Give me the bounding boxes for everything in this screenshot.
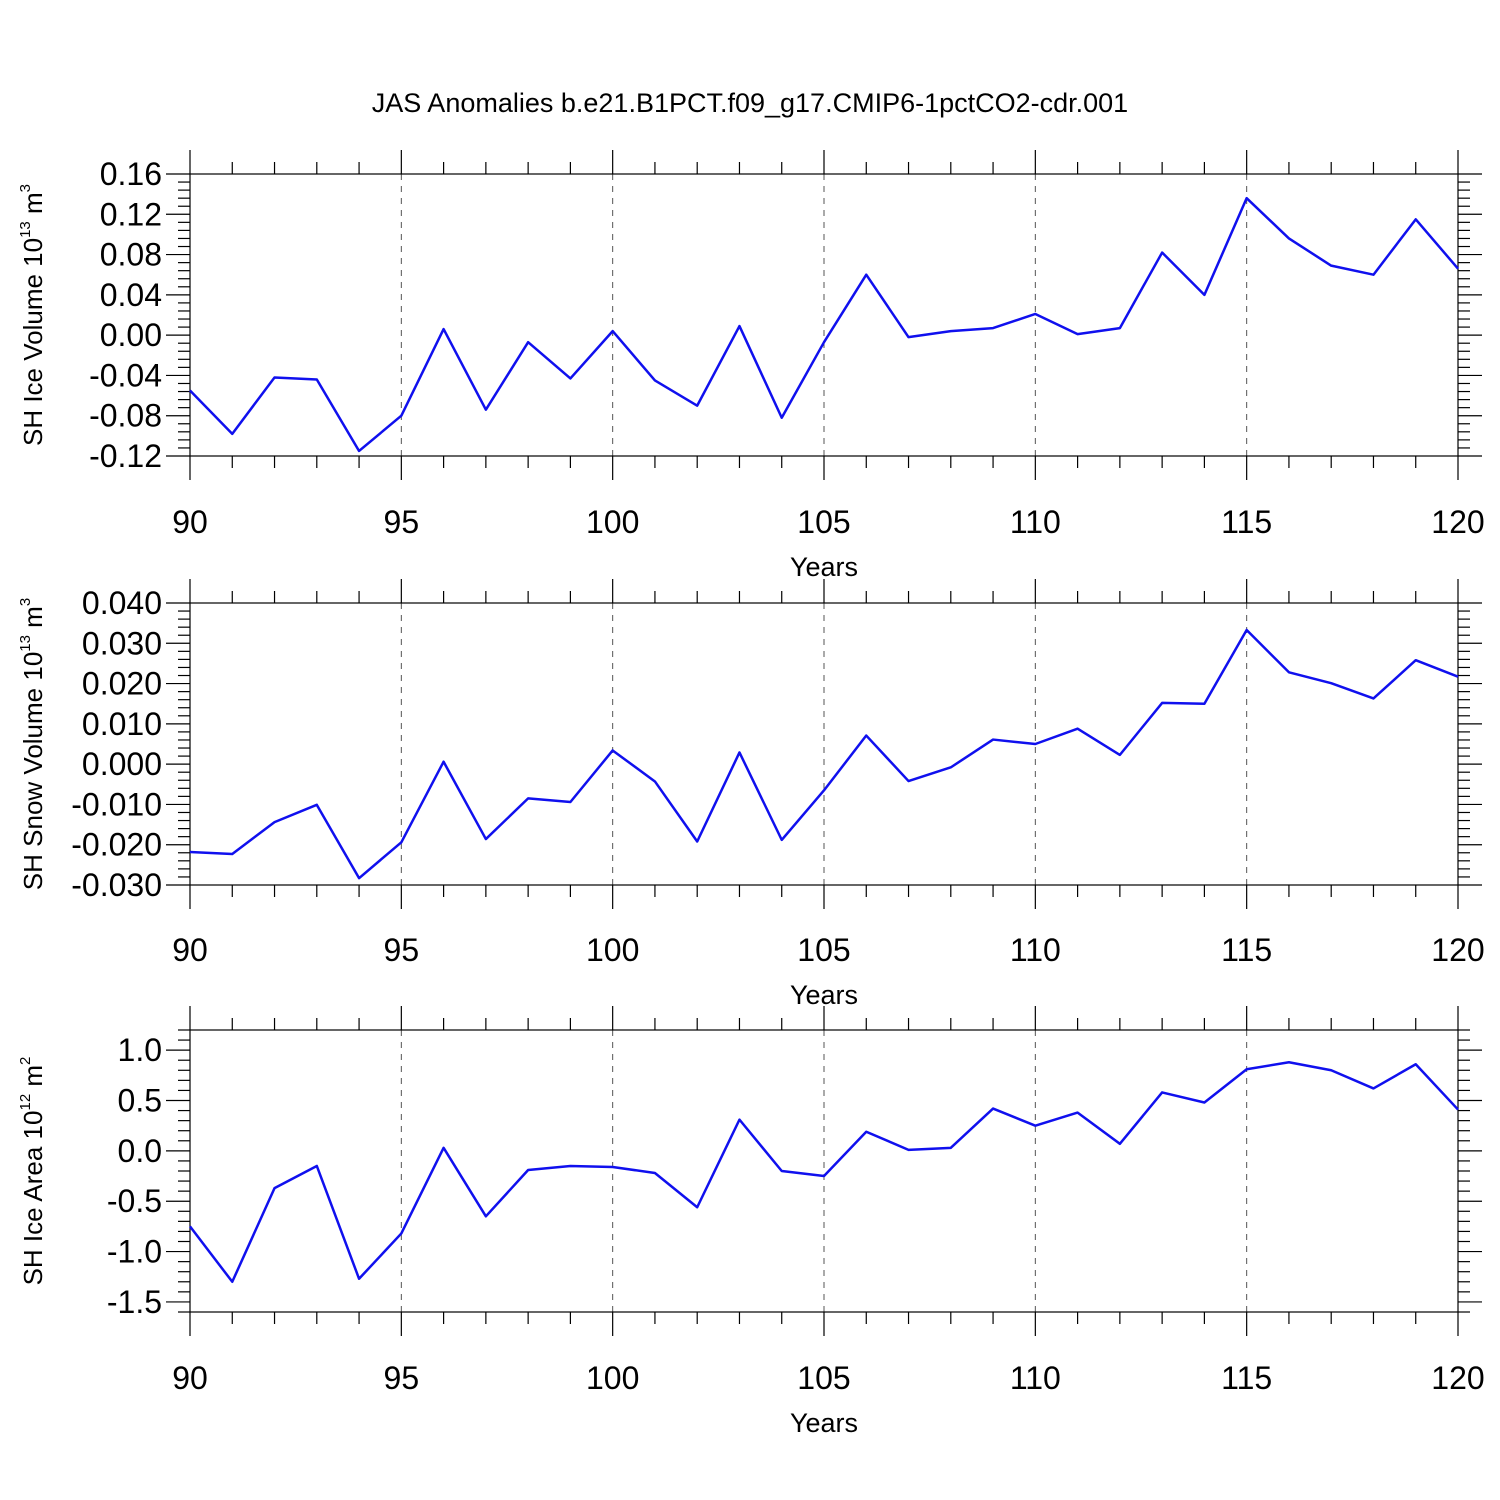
y-tick-label: -0.030 [71, 867, 162, 903]
x-tick-label: 110 [1010, 1360, 1061, 1396]
y-tick-label: 0.0 [118, 1133, 162, 1169]
y-tick-label: 0.08 [100, 237, 162, 273]
x-tick-label: 100 [586, 504, 639, 540]
y-axis-title-mid: m [18, 192, 48, 221]
x-tick-label: 90 [172, 932, 208, 968]
y-tick-label: 0.04 [100, 277, 162, 313]
y-tick-label: -0.04 [89, 357, 162, 393]
y-axis-title-sup1: 13 [17, 635, 34, 652]
x-axis-title: Years [790, 552, 858, 582]
x-axis-title: Years [790, 1408, 858, 1438]
y-axis-title-mid: m [18, 606, 48, 635]
x-tick-label: 100 [586, 1360, 639, 1396]
y-tick-label: 0.000 [82, 746, 162, 782]
series-line [189, 1060, 1459, 1284]
y-tick-label: 0.16 [100, 156, 162, 192]
x-tick-label: 115 [1221, 504, 1272, 540]
y-tick-label: -1.5 [107, 1284, 162, 1320]
y-axis-title-sup1: 12 [17, 1094, 34, 1111]
series-line [189, 196, 1459, 453]
panel-2: 90 95 100 105 110 115 120 Years 0.040 0.030 0.020 0… [17, 579, 1485, 1010]
y-axis-title-main: SH Ice Area 10 [18, 1111, 48, 1286]
y-axis-title-main: SH Ice Volume 10 [18, 238, 48, 446]
x-tick-label: 95 [384, 1360, 420, 1396]
y-axis-title-sup2: 3 [17, 598, 34, 606]
y-tick-label: -0.010 [71, 786, 162, 822]
panel-3: 90 95 100 105 110 115 120 Years 1.0 0.5 0.0 -0.5 -1.… [17, 1006, 1485, 1438]
plot-frame [189, 602, 1459, 886]
x-tick-label: 95 [384, 932, 420, 968]
y-tick-label: -1.0 [107, 1234, 162, 1270]
y-tick-label: -0.08 [89, 398, 162, 434]
y-tick-label: -0.5 [107, 1183, 162, 1219]
y-axis-title: SH Snow Volume 1013 m3 [17, 598, 48, 890]
y-tick-label: 0.020 [82, 666, 162, 702]
x-tick-label: 90 [172, 504, 208, 540]
y-axis-title-sup1: 13 [17, 221, 34, 238]
x-tick-label: 120 [1431, 504, 1484, 540]
panel-1: 90 95 100 105 110 115 120 Years 0.16 0.12 0.08 0.04… [17, 150, 1485, 582]
x-tick-label: 115 [1221, 932, 1272, 968]
y-tick-label: 0.040 [82, 585, 162, 621]
x-tick-label: 115 [1221, 1360, 1272, 1396]
y-axis-title-main: SH Snow Volume 10 [18, 652, 48, 890]
y-axis-title-sup2: 2 [17, 1057, 34, 1065]
x-axis-title: Years [790, 980, 858, 1010]
y-tick-label: 0.00 [100, 317, 162, 353]
y-tick-label: 0.12 [100, 196, 162, 232]
plot-frame [189, 173, 1459, 457]
x-tick-label: 105 [797, 504, 850, 540]
y-tick-label: -0.020 [71, 827, 162, 863]
y-tick-label: 0.5 [118, 1083, 162, 1119]
x-tick-label: 110 [1010, 504, 1061, 540]
y-axis-title: SH Ice Volume 1013 m3 [17, 184, 48, 446]
plot-frame [189, 1029, 1459, 1313]
x-tick-label: 100 [586, 932, 639, 968]
y-axis-title: SH Ice Area 1012 m2 [17, 1057, 48, 1286]
y-axis-title-mid: m [18, 1065, 48, 1094]
y-tick-label: 1.0 [118, 1032, 162, 1068]
y-tick-label: 0.010 [82, 706, 162, 742]
x-tick-label: 120 [1431, 1360, 1484, 1396]
x-tick-label: 110 [1010, 932, 1061, 968]
y-tick-label: -0.12 [89, 438, 162, 474]
x-tick-label: 90 [172, 1360, 208, 1396]
x-tick-label: 105 [797, 1360, 850, 1396]
series-line [189, 628, 1459, 880]
chart-title: JAS Anomalies b.e21.B1PCT.f09_g17.CMIP6-… [372, 88, 1128, 118]
x-tick-label: 120 [1431, 932, 1484, 968]
x-tick-label: 95 [384, 504, 420, 540]
y-tick-label: 0.030 [82, 625, 162, 661]
x-tick-label: 105 [797, 932, 850, 968]
y-axis-title-sup2: 3 [17, 184, 34, 192]
